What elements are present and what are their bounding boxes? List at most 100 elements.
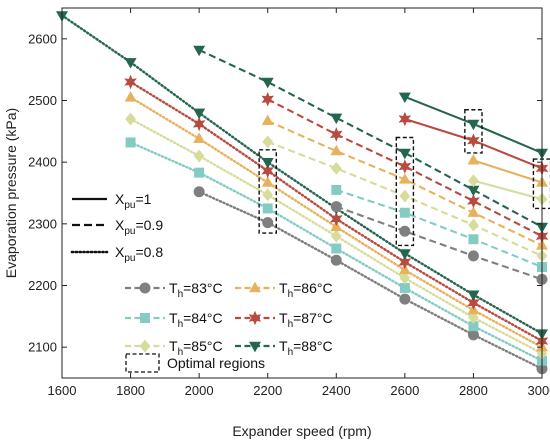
data-point-th87 bbox=[398, 111, 412, 127]
temp-legend-label-85: Th=85°C bbox=[169, 338, 223, 358]
data-point-th84 bbox=[331, 184, 342, 195]
data-point-th87 bbox=[467, 193, 480, 209]
x-tick-label: 2000 bbox=[185, 383, 214, 398]
y-axis-ticks: 2100 2200 2300 2400 2500 2600 bbox=[28, 31, 542, 355]
data-point-th84 bbox=[468, 234, 479, 245]
y-tick-label: 2500 bbox=[28, 93, 57, 108]
x-tick-label: 3000 bbox=[528, 383, 550, 398]
data-point-th86 bbox=[261, 176, 274, 187]
x-tick-label: 1600 bbox=[48, 383, 77, 398]
data-point-th88 bbox=[398, 249, 411, 260]
data-point-th86 bbox=[398, 173, 411, 184]
data-point-th88 bbox=[124, 58, 137, 69]
optimal-region-box bbox=[464, 109, 483, 154]
data-point-th87 bbox=[329, 211, 343, 227]
temp-legend-marker-84 bbox=[140, 313, 150, 323]
optimal-region-legend-label: Optimal regions bbox=[167, 355, 265, 371]
temp-legend-marker-83 bbox=[139, 282, 151, 294]
series-line-solid-th85 bbox=[473, 179, 543, 201]
data-point-th87 bbox=[467, 295, 480, 311]
data-point-th85 bbox=[193, 149, 205, 163]
axes-frame bbox=[61, 7, 543, 379]
data-point-th86 bbox=[467, 206, 480, 217]
data-point-th87 bbox=[261, 163, 275, 179]
y-axis-title: Evaporation pressure (kPa) bbox=[3, 108, 19, 278]
line-style-legend: Xpu=1 Xpu=0.9 Xpu=0.8 bbox=[70, 191, 163, 264]
data-point-th88 bbox=[330, 113, 343, 125]
optimal-region-legend-swatch bbox=[125, 353, 160, 373]
data-point-th83 bbox=[193, 186, 205, 198]
y-tick-label: 2300 bbox=[28, 216, 57, 231]
data-point-th86 bbox=[124, 91, 137, 102]
temperature-legend: Th=83°C Th=86°C Th=84°C Th=87°C Th=85°C Th=88… bbox=[125, 280, 333, 358]
series-line-dashed-th84 bbox=[335, 188, 543, 268]
optimal-region-legend: Optimal regions bbox=[125, 353, 265, 373]
line-style-label-solid: Xpu=1 bbox=[115, 191, 152, 211]
x-tick-label: 2400 bbox=[322, 383, 351, 398]
optimal-region-box bbox=[258, 149, 277, 234]
data-point-th87 bbox=[329, 127, 343, 142]
y-tick-label: 2600 bbox=[28, 31, 57, 46]
line-style-label-dotted: Xpu=0.8 bbox=[115, 244, 163, 264]
data-point-th87 bbox=[192, 116, 206, 132]
data-point-th84 bbox=[399, 282, 410, 293]
line-style-label-dashed: Xpu=0.9 bbox=[115, 217, 163, 237]
temp-legend-marker-86 bbox=[249, 281, 261, 293]
data-point-th83 bbox=[467, 329, 479, 341]
y-tick-label: 2400 bbox=[28, 155, 57, 170]
data-point-th87 bbox=[261, 91, 275, 107]
y-tick-label: 2200 bbox=[28, 278, 57, 293]
series-line-dashed-th87 bbox=[267, 98, 543, 238]
data-point-th84 bbox=[262, 203, 273, 214]
data-point-th88 bbox=[398, 148, 411, 160]
data-point-th84 bbox=[194, 167, 205, 178]
x-axis-title: Expander speed (rpm) bbox=[232, 423, 371, 439]
data-point-th83 bbox=[399, 293, 411, 305]
temp-legend-marker-87 bbox=[248, 310, 262, 326]
temp-legend-label-86: Th=86°C bbox=[279, 280, 333, 300]
x-tick-label: 1800 bbox=[116, 383, 145, 398]
temp-legend-label-84: Th=84°C bbox=[169, 310, 223, 330]
data-point-th87 bbox=[124, 74, 137, 90]
data-point-th86 bbox=[330, 144, 343, 156]
data-point-th88 bbox=[467, 119, 480, 131]
data-point-th86 bbox=[193, 132, 206, 143]
data-point-th84 bbox=[331, 243, 342, 254]
data-point-th85 bbox=[330, 229, 342, 243]
data-point-th87 bbox=[398, 159, 412, 174]
data-point-th88 bbox=[261, 157, 274, 169]
data-point-th88 bbox=[467, 290, 480, 302]
data-point-th83 bbox=[467, 250, 479, 262]
data-point-th85 bbox=[468, 218, 479, 232]
data-point-th83 bbox=[330, 254, 342, 266]
temp-legend-label-83: Th=83°C bbox=[169, 280, 223, 300]
data-point-th85 bbox=[468, 174, 479, 188]
data-point-th84 bbox=[125, 137, 136, 148]
data-point-th83 bbox=[262, 217, 274, 229]
temp-legend-label-88: Th=88°C bbox=[279, 338, 333, 358]
data-point-th83 bbox=[330, 201, 342, 213]
data-point-th87 bbox=[467, 133, 480, 148]
series-line-dotted-th88 bbox=[60, 14, 544, 335]
data-point-th88 bbox=[398, 92, 411, 104]
series-line-dashed-th83 bbox=[335, 205, 543, 281]
data-point-th86 bbox=[261, 114, 274, 126]
temp-legend-label-87: Th=87°C bbox=[279, 310, 333, 330]
series-line-dotted-th83 bbox=[197, 190, 544, 370]
data-point-th85 bbox=[330, 161, 342, 175]
temp-legend-marker-85 bbox=[139, 339, 151, 353]
x-tick-label: 2200 bbox=[253, 383, 282, 398]
optimal-region-box bbox=[395, 136, 415, 247]
data-point-th86 bbox=[467, 153, 480, 165]
x-tick-label: 2800 bbox=[459, 383, 488, 398]
x-axis-ticks: 1600 1800 2000 2200 2400 2600 2800 3000 bbox=[48, 8, 550, 398]
data-point-th85 bbox=[468, 311, 479, 325]
data-point-th87 bbox=[398, 254, 412, 270]
series-line-dashed-th88 bbox=[198, 48, 543, 228]
data-point-th85 bbox=[399, 189, 411, 203]
data-point-th88 bbox=[261, 77, 274, 89]
temp-legend-marker-88 bbox=[249, 341, 261, 353]
data-point-th88 bbox=[193, 45, 206, 57]
data-point-th85 bbox=[262, 188, 274, 202]
